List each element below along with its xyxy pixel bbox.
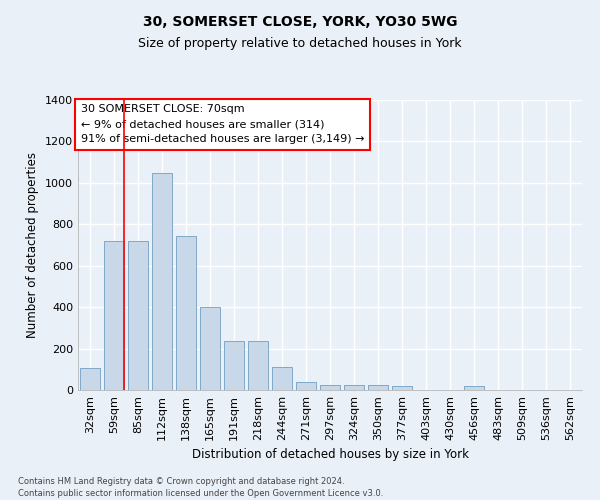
Bar — [320, 385, 340, 390]
Bar — [296, 382, 316, 390]
Text: Contains HM Land Registry data © Crown copyright and database right 2024.: Contains HM Land Registry data © Crown c… — [18, 478, 344, 486]
Bar — [464, 386, 484, 390]
Bar — [128, 241, 148, 390]
Bar — [176, 236, 196, 390]
Text: 30 SOMERSET CLOSE: 70sqm
← 9% of detached houses are smaller (314)
91% of semi-d: 30 SOMERSET CLOSE: 70sqm ← 9% of detache… — [80, 104, 364, 144]
Bar — [224, 342, 244, 390]
Bar — [80, 368, 100, 390]
Bar — [344, 385, 364, 390]
Bar — [248, 342, 268, 390]
Text: Size of property relative to detached houses in York: Size of property relative to detached ho… — [138, 38, 462, 51]
Y-axis label: Number of detached properties: Number of detached properties — [26, 152, 40, 338]
Text: 30, SOMERSET CLOSE, YORK, YO30 5WG: 30, SOMERSET CLOSE, YORK, YO30 5WG — [143, 15, 457, 29]
Bar — [152, 172, 172, 390]
Bar — [392, 386, 412, 390]
Bar — [272, 367, 292, 390]
X-axis label: Distribution of detached houses by size in York: Distribution of detached houses by size … — [191, 448, 469, 462]
Bar — [368, 385, 388, 390]
Text: Contains public sector information licensed under the Open Government Licence v3: Contains public sector information licen… — [18, 489, 383, 498]
Bar — [104, 241, 124, 390]
Bar — [200, 307, 220, 390]
